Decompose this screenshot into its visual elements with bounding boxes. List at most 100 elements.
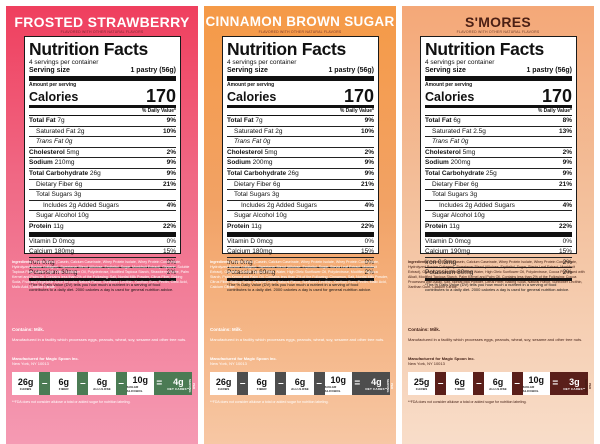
total-carb-row: Total Carbohydrate 26g 9% [227,169,374,180]
vitamin-d-value: 0mcg [256,237,273,245]
iron-row: Iron 0mg 0% [29,258,176,269]
flavor-title: S'MORES [464,14,532,30]
sodium-row: Sodium 200mg 9% [227,158,374,169]
dietary-fiber-row: Dietary Fiber 6g 21% [29,180,176,191]
allulose-disclaimer: **FDA does not consider allulose a total… [408,400,527,404]
macro-net-carbs-label: NET CARBS** [563,386,586,391]
protein-row: Protein 11g 22% [29,222,176,237]
daily-value-header: % Daily Value* [227,108,374,116]
dietary-fiber-row: Dietary Fiber 6g 21% [227,180,374,191]
vitamin-d-dv: 0% [166,237,176,245]
macro-fiber-label: FIBER [58,386,69,391]
per-serving-badge: PER SERVING [584,379,592,393]
facility-statement: Manufactured in a facility which process… [12,337,187,342]
serving-size-value: 1 pastry (56g) [130,67,176,74]
saturated-fat-row: Saturated Fat 2.5g 13% [425,127,572,138]
calcium-row: Calcium 180mg 15% [227,247,374,258]
macro-allulose-label: ALLULOSE [489,386,507,391]
trans-fat-row: Trans Fat 0g [227,137,374,148]
sodium-dv: 9% [166,159,176,167]
total-sugars-value: 3g [271,191,280,199]
iron-dv: 0% [364,258,374,266]
total-fat-dv: 9% [166,117,176,124]
macro-allulose-value: 6g [294,376,306,387]
serving-size-label: Serving size [227,67,268,74]
macro-fiber-label: FIBER [454,386,465,391]
protein-dv: 22% [162,222,176,230]
manufacturer-statement: Manufactured for Magic Spoon Inc. New Yor… [210,356,390,366]
panel-cinnamon-brown-sugar: CINNAMON BROWN SUGAR FLAVORED WITH OTHER… [204,6,396,444]
added-sugars-value: 2g [465,201,473,209]
saturated-fat-value: 2.5g [473,127,486,135]
ingredients-lead: Ingredients: [210,260,231,264]
allulose-disclaimer: **FDA does not consider allulose a total… [210,400,329,404]
macro-net-carbs: 4g NET CARBS** [165,372,192,395]
trans-fat-row: Trans Fat 0g [425,137,572,148]
protein-row: Protein 11g 22% [425,222,572,237]
vitamin-d-row: Vitamin D 0mcg 0% [227,237,374,248]
ingredients-lead: Ingredients: [408,260,429,264]
added-sugars-dv: 4% [166,201,176,209]
dietary-fiber-dv: 21% [558,180,572,188]
added-sugars-value: 2g [69,201,77,209]
calcium-dv: 15% [162,248,176,256]
facility-statement: Manufactured in a facility which process… [210,337,385,342]
cholesterol-value: 5mg [462,148,476,156]
vitamin-d-dv: 0% [562,237,572,245]
saturated-fat-value: 2g [275,127,283,135]
contains-statement: Contains: Milk. [210,327,243,332]
calories-label: Calories [227,90,277,104]
sugar-alcohol-value: 10g [275,212,287,220]
serving-size-value: 1 pastry (56g) [526,67,572,74]
macro-allulose-label: ALLULOSE [93,386,111,391]
macro-allulose: 6g ALLULOSE [484,372,512,395]
macro-allulose: 6g ALLULOSE [88,372,116,395]
iron-value: 0.3mg [438,258,457,266]
minus-sign: – [80,378,86,389]
total-fat-row: Total Fat 7g 9% [227,116,374,127]
macro-fiber-value: 6g [454,376,466,387]
serving-size-row: Serving size 1 pastry (56g) [227,67,374,81]
amount-per-serving: Amount per serving [29,82,77,88]
flavor-subtitle: FLAVORED WITH OTHER NATURAL FLAVORS [258,30,342,34]
protein-row: Protein 11g 22% [227,222,374,237]
total-fat-dv: 8% [562,117,572,124]
saturated-fat-row: Saturated Fat 2g 10% [29,127,176,138]
cholesterol-dv: 2% [166,148,176,156]
added-sugars-value: 2g [267,201,275,209]
nutrition-facts-title: Nutrition Facts [227,39,346,59]
total-fat-dv: 9% [364,117,374,124]
manufacturer-name: Manufactured for Magic Spoon Inc. [408,356,475,361]
manufacturer-statement: Manufactured for Magic Spoon Inc. New Yor… [408,356,588,366]
amount-per-serving: Amount per serving [227,82,275,88]
calories-value: 170 [343,86,374,106]
total-sugars-row: Total Sugars 3g [425,190,572,201]
macro-strip: 26g CARBS – 6g FIBER – 6g ALLULOSE – 10g SUG… [210,372,390,395]
sodium-value: 210mg [54,159,75,167]
sugar-alcohol-value: 10g [473,212,485,220]
saturated-fat-dv: 10% [360,127,374,135]
vitamin-d-value: 0mcg [58,237,75,245]
dietary-fiber-row: Dietary Fiber 6g 21% [425,180,572,191]
macro-sugar-alcohol-label: SUGAR ALCOHOL [522,384,539,393]
macro-net-carbs-label: NET CARBS** [365,386,388,391]
daily-value-header: % Daily Value* [29,108,176,116]
cholesterol-dv: 2% [562,148,572,156]
serving-size-row: Serving size 1 pastry (56g) [29,67,176,81]
minus-sign: – [278,378,284,389]
serving-size-value: 1 pastry (56g) [328,67,374,74]
minus-sign: – [239,378,246,389]
servings-per-container: 4 servings per container [227,59,297,66]
manufacturer-address: New York, NY 10013 [210,361,247,366]
potassium-row: Potassium 80mg 2% [425,268,572,281]
equals-sign: = [156,378,163,389]
total-fat-value: 7g [57,117,65,124]
macro-net-carbs: 3g NET CARBS** [561,372,588,395]
manufacturer-address: New York, NY 10013 [408,361,445,366]
ingredients-list: Protein Blend (Casein, Calcium Caseinate… [12,260,190,289]
protein-value: 11g [53,222,64,230]
calcium-value: 190mg [450,248,471,256]
iron-value: 0mg [240,258,253,266]
macro-carbs-label: CARBS [217,386,230,391]
servings-per-container: 4 servings per container [29,59,99,66]
